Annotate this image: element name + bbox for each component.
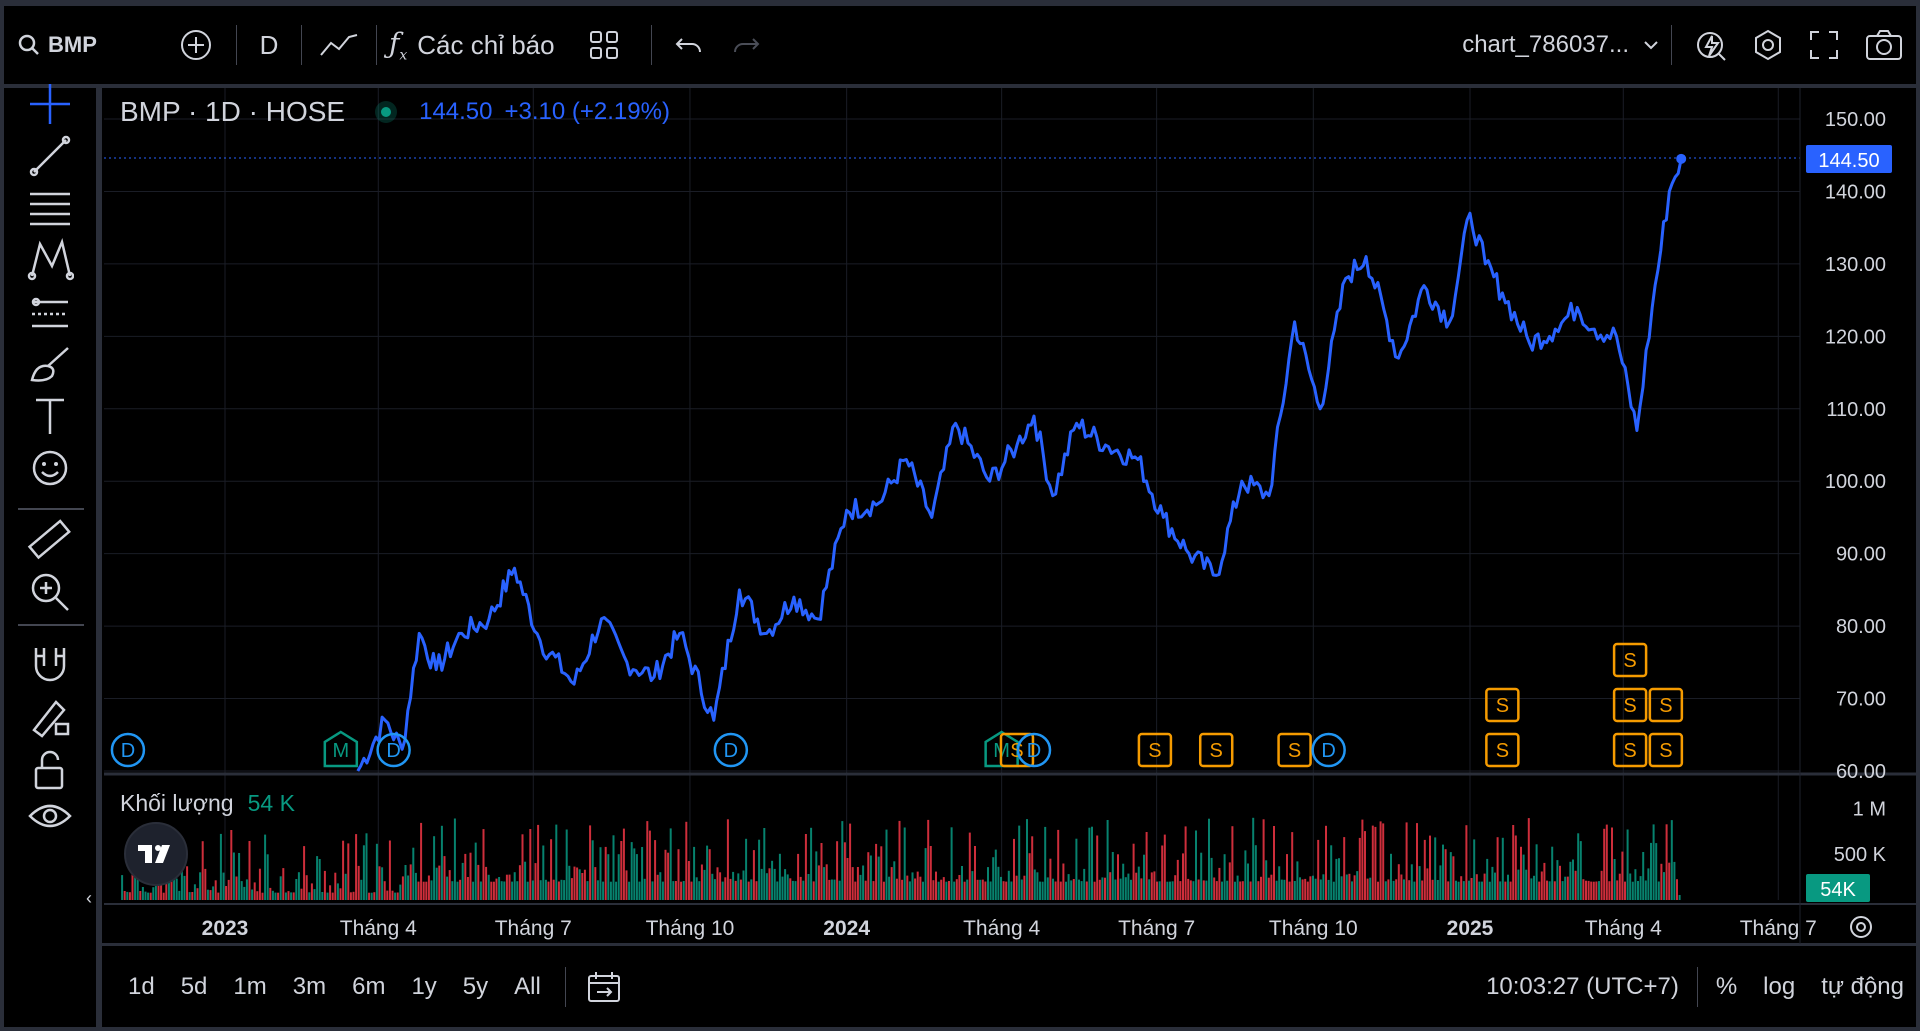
- volume-legend-value: 54 K: [247, 790, 295, 816]
- range-1d[interactable]: 1d: [128, 972, 155, 1000]
- pane-collapse-handle[interactable]: ‹: [86, 888, 92, 908]
- indicators-label: Các chỉ báo: [417, 29, 555, 60]
- text-icon[interactable]: [26, 392, 74, 440]
- chart-legend: BMP · 1D · HOSE 144.50 +3.10 (+2.19%): [120, 96, 670, 128]
- redo-icon: [733, 38, 760, 53]
- chevron-down-icon: [1644, 41, 1658, 50]
- undo-icon: [675, 38, 701, 53]
- undo-button[interactable]: [664, 6, 714, 84]
- drawing-toolbar: [4, 88, 96, 1027]
- volume-legend-label[interactable]: Khối lượng: [120, 790, 234, 816]
- indicators-button[interactable]: ƒx Các chỉ báo: [389, 6, 555, 84]
- grid-icon: [589, 31, 618, 59]
- volume-legend: Khối lượng 54 K: [120, 790, 295, 817]
- lightning-icon: [1697, 32, 1726, 61]
- add-circle-icon: [181, 30, 211, 60]
- ruler-icon[interactable]: [26, 516, 74, 564]
- market-status-dot[interactable]: [381, 107, 392, 117]
- bottom-divider: [1696, 966, 1698, 1007]
- fullscreen-button[interactable]: [1796, 6, 1852, 84]
- search-icon: [18, 34, 39, 55]
- function-icon: ƒx: [389, 26, 408, 64]
- interval-button[interactable]: D: [259, 29, 279, 60]
- range-all[interactable]: All: [514, 972, 541, 1000]
- layout-name: chart_786037...: [1462, 31, 1629, 58]
- symbol-label: BMP: [48, 32, 97, 57]
- trend-line-icon[interactable]: [26, 132, 74, 180]
- log-toggle[interactable]: log: [1763, 972, 1796, 1000]
- brush-icon[interactable]: [26, 340, 74, 388]
- symbol-search-button[interactable]: BMP: [18, 6, 168, 84]
- settings-button[interactable]: [1740, 6, 1796, 84]
- zoom-in-icon[interactable]: [26, 568, 74, 616]
- gear-icon: [1755, 29, 1781, 61]
- range-5y[interactable]: 5y: [462, 972, 489, 1000]
- toolbar-divider: [301, 25, 302, 65]
- prediction-icon[interactable]: [26, 288, 74, 336]
- pattern-icon[interactable]: [26, 236, 74, 284]
- top-toolbar: BMP D ƒx Các chỉ báo chart_786037...: [4, 6, 1916, 84]
- redo-button[interactable]: [714, 6, 778, 84]
- camera-icon: [1866, 30, 1902, 60]
- legend-price: 144.50: [419, 98, 493, 125]
- bottom-divider: [564, 966, 566, 1007]
- auto-scale-toggle[interactable]: tự động: [1821, 972, 1904, 1000]
- toolbar-divider: [18, 624, 84, 626]
- range-1m[interactable]: 1m: [233, 972, 267, 1000]
- toolbar-divider: [650, 25, 652, 65]
- layout-name-dropdown[interactable]: chart_786037...: [1462, 6, 1659, 84]
- layouts-button[interactable]: [569, 6, 639, 84]
- left-toolbar-icons: [4, 84, 96, 1027]
- fullscreen-icon: [1810, 31, 1838, 59]
- emoji-icon[interactable]: [26, 444, 74, 492]
- quick-search-button[interactable]: [1684, 6, 1740, 84]
- range-3m[interactable]: 3m: [292, 972, 327, 1000]
- toolbar-divider: [1671, 25, 1672, 65]
- toolbar-divider: [376, 25, 377, 65]
- range-6m[interactable]: 6m: [352, 972, 386, 1000]
- toolbar-divider: [236, 25, 237, 65]
- calendar-icon: [587, 971, 620, 1002]
- compare-button[interactable]: [168, 6, 224, 84]
- eye-icon[interactable]: [26, 792, 74, 840]
- screenshot-button[interactable]: [1852, 6, 1916, 84]
- magnet-icon[interactable]: [26, 640, 74, 688]
- line-chart-icon: [320, 34, 358, 56]
- unlock-icon[interactable]: [26, 746, 74, 794]
- legend-title[interactable]: BMP · 1D · HOSE: [120, 96, 346, 127]
- chart-pane[interactable]: [102, 88, 1916, 943]
- bottom-toolbar: 1d 5d 1m 3m 6m 1y 5y All 10:03:27 (UTC+7…: [102, 946, 1916, 1027]
- tradingview-logo[interactable]: [124, 822, 188, 886]
- lock-drawings-icon[interactable]: [26, 692, 74, 740]
- range-5d[interactable]: 5d: [180, 972, 208, 1000]
- range-1y[interactable]: 1y: [411, 972, 437, 1000]
- legend-change: +3.10 (+2.19%): [504, 98, 670, 125]
- percent-toggle[interactable]: %: [1715, 972, 1738, 1000]
- clock-label[interactable]: 10:03:27 (UTC+7): [1486, 972, 1679, 1000]
- go-to-date-button[interactable]: [586, 970, 622, 1004]
- chart-type-button[interactable]: [314, 6, 364, 84]
- crosshair-icon[interactable]: [26, 80, 74, 128]
- toolbar-divider: [18, 508, 84, 510]
- fib-retracement-icon[interactable]: [26, 184, 74, 232]
- tradingview-logo-icon: [138, 845, 170, 863]
